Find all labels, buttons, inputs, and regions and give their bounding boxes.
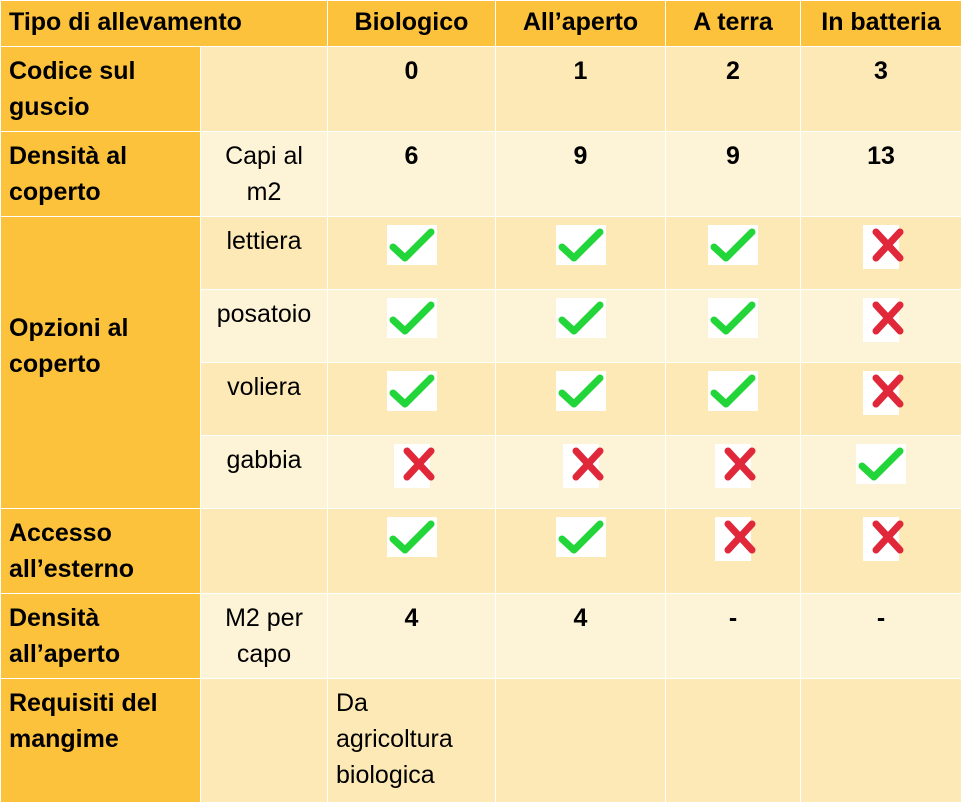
row-label: Requisiti del mangime <box>1 679 201 803</box>
cell-value: 9 <box>666 132 801 217</box>
row-sub: M2 per capo <box>201 594 328 679</box>
check-icon <box>556 225 606 265</box>
row-sub <box>201 47 328 132</box>
cell-value: - <box>666 594 801 679</box>
cross-icon <box>715 444 751 488</box>
cell-value: 9 <box>496 132 666 217</box>
cross-icon <box>863 517 899 561</box>
check-icon <box>556 371 606 411</box>
row-densita-aperto: Densità all’aperto M2 per capo 4 4 - - <box>1 594 961 679</box>
check-icon <box>708 298 758 338</box>
cell-value: 4 <box>328 594 496 679</box>
cross-icon <box>863 225 899 269</box>
header-a-terra: A terra <box>666 1 801 47</box>
cross-icon <box>394 444 430 488</box>
row-label: Densità all’aperto <box>1 594 201 679</box>
cell-value: 13 <box>801 132 961 217</box>
cross-icon <box>863 371 899 415</box>
cell-value <box>801 679 961 803</box>
row-requisiti: Requisiti del mangime Da agricoltura bio… <box>1 679 961 803</box>
row-sub: Capi al m2 <box>201 132 328 217</box>
row-densita-coperto: Densità al coperto Capi al m2 6 9 9 13 <box>1 132 961 217</box>
row-label: Accesso all’esterno <box>1 509 201 594</box>
row-sub: voliera <box>201 363 328 436</box>
row-label: Densità al coperto <box>1 132 201 217</box>
check-icon <box>387 517 437 557</box>
row-lettiera: Opzioni al coperto lettiera <box>1 217 961 290</box>
cell-value: 6 <box>328 132 496 217</box>
row-sub <box>201 509 328 594</box>
check-icon <box>387 298 437 338</box>
cell-value: 4 <box>496 594 666 679</box>
check-icon <box>708 371 758 411</box>
header-biologico: Biologico <box>328 1 496 47</box>
row-label: Codice sul guscio <box>1 47 201 132</box>
check-icon <box>556 517 606 557</box>
cell-value: 1 <box>496 47 666 132</box>
row-sub: gabbia <box>201 436 328 509</box>
cell-value: 3 <box>801 47 961 132</box>
check-icon <box>708 225 758 265</box>
header-in-batteria: In batteria <box>801 1 961 47</box>
row-accesso: Accesso all’esterno <box>1 509 961 594</box>
cell-value <box>496 679 666 803</box>
row-label: Opzioni al coperto <box>1 217 201 509</box>
cross-icon <box>863 298 899 342</box>
check-icon <box>387 371 437 411</box>
row-sub <box>201 679 328 803</box>
cell-value: Da agricoltura biologica <box>328 679 496 803</box>
check-icon <box>387 225 437 265</box>
header-allaperto: All’aperto <box>496 1 666 47</box>
cell-value: 2 <box>666 47 801 132</box>
header-tipo: Tipo di allevamento <box>1 1 328 47</box>
cell-value <box>666 679 801 803</box>
cross-icon <box>715 517 751 561</box>
row-sub: lettiera <box>201 217 328 290</box>
cell-value: 0 <box>328 47 496 132</box>
check-icon <box>856 444 906 484</box>
cross-icon <box>563 444 599 488</box>
header-row: Tipo di allevamento Biologico All’aperto… <box>1 1 961 47</box>
row-codice: Codice sul guscio 0 1 2 3 <box>1 47 961 132</box>
row-sub: posatoio <box>201 290 328 363</box>
cell-value: - <box>801 594 961 679</box>
check-icon <box>556 298 606 338</box>
